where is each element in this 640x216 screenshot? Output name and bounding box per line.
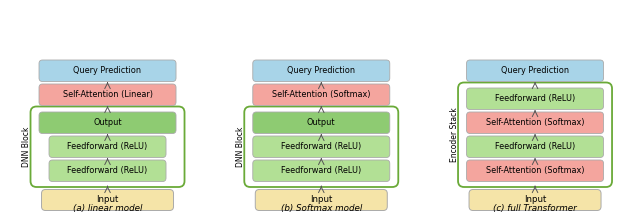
Text: Feedforward (ReLU): Feedforward (ReLU) xyxy=(67,166,148,175)
Text: Feedforward (ReLU): Feedforward (ReLU) xyxy=(281,142,362,151)
FancyBboxPatch shape xyxy=(467,112,604,133)
FancyBboxPatch shape xyxy=(49,160,166,181)
FancyBboxPatch shape xyxy=(253,60,390,81)
FancyBboxPatch shape xyxy=(39,60,176,81)
Text: Input: Input xyxy=(310,195,332,205)
Text: Output: Output xyxy=(93,118,122,127)
FancyBboxPatch shape xyxy=(253,160,390,181)
FancyBboxPatch shape xyxy=(467,160,604,181)
Text: DNN Block: DNN Block xyxy=(22,127,31,167)
Text: (c) full Transformer: (c) full Transformer xyxy=(493,204,577,213)
FancyBboxPatch shape xyxy=(467,60,604,81)
Text: Self-Attention (Softmax): Self-Attention (Softmax) xyxy=(486,166,584,175)
Text: Query Prediction: Query Prediction xyxy=(74,66,141,75)
FancyBboxPatch shape xyxy=(31,106,184,187)
FancyBboxPatch shape xyxy=(253,84,390,105)
FancyBboxPatch shape xyxy=(49,136,166,157)
Text: Encoder Stack: Encoder Stack xyxy=(449,107,458,162)
FancyBboxPatch shape xyxy=(39,112,176,133)
Text: Query Prediction: Query Prediction xyxy=(287,66,355,75)
Text: Feedforward (ReLU): Feedforward (ReLU) xyxy=(495,94,575,103)
Text: Feedforward (ReLU): Feedforward (ReLU) xyxy=(67,142,148,151)
FancyBboxPatch shape xyxy=(467,88,604,110)
FancyBboxPatch shape xyxy=(42,189,173,211)
FancyBboxPatch shape xyxy=(39,84,176,105)
FancyBboxPatch shape xyxy=(458,83,612,187)
FancyBboxPatch shape xyxy=(244,106,398,187)
Text: (b) Softmax model: (b) Softmax model xyxy=(281,204,362,213)
Text: Input: Input xyxy=(524,195,546,205)
Text: Feedforward (ReLU): Feedforward (ReLU) xyxy=(281,166,362,175)
Text: Query Prediction: Query Prediction xyxy=(501,66,569,75)
Text: Output: Output xyxy=(307,118,335,127)
FancyBboxPatch shape xyxy=(469,189,601,211)
Text: DNN Block: DNN Block xyxy=(236,127,244,167)
FancyBboxPatch shape xyxy=(253,112,390,133)
Text: Self-Attention (Softmax): Self-Attention (Softmax) xyxy=(272,90,371,99)
Text: Self-Attention (Softmax): Self-Attention (Softmax) xyxy=(486,118,584,127)
Text: Input: Input xyxy=(97,195,118,205)
FancyBboxPatch shape xyxy=(253,136,390,157)
Text: Self-Attention (Linear): Self-Attention (Linear) xyxy=(63,90,152,99)
FancyBboxPatch shape xyxy=(255,189,387,211)
Text: Feedforward (ReLU): Feedforward (ReLU) xyxy=(495,142,575,151)
FancyBboxPatch shape xyxy=(467,136,604,157)
Text: (a) linear model: (a) linear model xyxy=(73,204,142,213)
